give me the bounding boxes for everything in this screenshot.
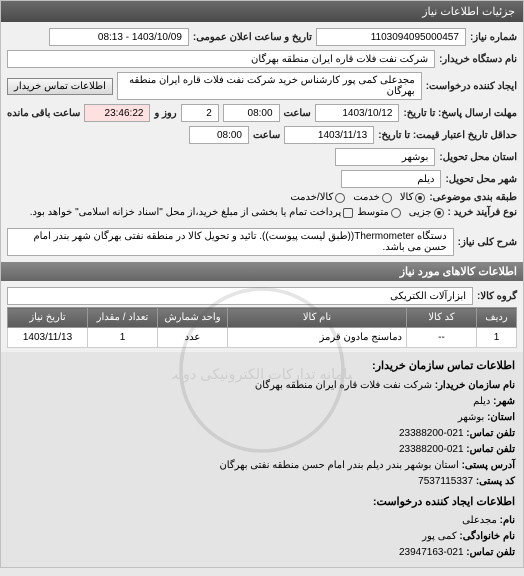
cell-code: -- — [407, 328, 477, 348]
radio-medium[interactable]: متوسط — [357, 207, 400, 218]
caddress-value: استان بوشهر بندر دیلم بندر امام حسن منطق… — [219, 460, 458, 471]
table-row: 1 -- دماسنج مادون قرمز عدد 1 1403/11/13 — [8, 328, 517, 348]
csurname-label: نام خانوادگی: — [459, 531, 515, 542]
process-label: نوع فرآیند خرید : — [448, 207, 517, 218]
radio-dot-icon — [434, 208, 444, 218]
deadline-label: مهلت ارسال پاسخ: تا تاریخ: — [403, 108, 517, 119]
cpostal-label: کد پستی: — [476, 476, 515, 487]
col-unit: واحد شمارش — [158, 308, 228, 328]
ccity-value: دیلم — [473, 396, 490, 407]
cpostal-value: 7537115337 — [418, 476, 473, 487]
goods-group-field: ابزارآلات الکتریکی — [7, 287, 473, 305]
cell-name: دماسنج مادون قرمز — [228, 328, 407, 348]
req-no-label: شماره نیاز: — [470, 32, 517, 43]
day-label: روز و — [154, 108, 176, 119]
cfax-value: 021-23388200 — [399, 444, 464, 455]
contact-info-button[interactable]: اطلاعات تماس خریدار — [7, 78, 113, 95]
cprovince-value: بوشهر — [458, 412, 484, 423]
min-valid-date-field: 1403/11/13 — [284, 126, 374, 144]
category-radio-group: کالا خدمت کالا/خدمت — [290, 192, 425, 203]
ccity-label: شهر: — [493, 396, 515, 407]
radio-dot-icon — [382, 193, 392, 203]
goods-group-label: گروه کالا: — [477, 291, 517, 302]
city-field: دیلم — [341, 170, 441, 188]
ccphone-value: 021-23947163 — [399, 547, 464, 558]
csurname-value: کمی پور — [422, 531, 456, 542]
payment-checkbox[interactable]: پرداخت تمام یا بخشی از مبلغ خرید،از محل … — [30, 207, 354, 218]
contact-section: اطلاعات تماس سازمان خریدار: نام سازمان خ… — [1, 352, 523, 567]
radio-kala[interactable]: کالا — [400, 192, 426, 203]
col-qty: تعداد / مقدار — [88, 308, 158, 328]
col-row: ردیف — [477, 308, 517, 328]
cname-label: نام: — [500, 515, 515, 526]
col-code: کد کالا — [407, 308, 477, 328]
goods-table: ردیف کد کالا نام کالا واحد شمارش تعداد /… — [7, 307, 517, 348]
min-valid-label: حداقل تاریخ اعتبار قیمت: تا تاریخ: — [378, 130, 517, 141]
days-field: 2 — [181, 104, 219, 122]
cprovince-label: استان: — [487, 412, 515, 423]
province-label: استان محل تحویل: — [439, 152, 517, 163]
cell-unit: عدد — [158, 328, 228, 348]
deadline-date-field: 1403/10/12 — [315, 104, 400, 122]
radio-kala-khadamat[interactable]: کالا/خدمت — [290, 192, 345, 203]
cfax-label: تلفن تماس: — [466, 444, 515, 455]
remain-field: 23:46:22 — [84, 104, 150, 122]
cell-qty: 1 — [88, 328, 158, 348]
datetime-field: 1403/10/09 - 08:13 — [49, 28, 189, 46]
radio-dot-icon — [415, 193, 425, 203]
cell-date: 1403/11/13 — [8, 328, 88, 348]
goods-header: اطلاعات کالاهای مورد نیاز — [1, 262, 523, 281]
time-label-1: ساعت — [284, 108, 311, 119]
radio-khadamat[interactable]: خدمت — [353, 192, 392, 203]
category-label: طبقه بندی موضوعی: — [429, 192, 517, 203]
deadline-time-field: 08:00 — [223, 104, 280, 122]
org-label: نام سازمان خریدار: — [435, 380, 515, 391]
cphone-label: تلفن تماس: — [466, 428, 515, 439]
cell-row: 1 — [477, 328, 517, 348]
col-date: تاریخ نیاز — [8, 308, 88, 328]
desc-label: شرح کلی نیاز: — [458, 237, 517, 248]
creator-label: ایجاد کننده درخواست: — [426, 81, 517, 92]
table-header-row: ردیف کد کالا نام کالا واحد شمارش تعداد /… — [8, 308, 517, 328]
creator-field: مجدعلی کمی پور کارشناس خرید شرکت نفت فلا… — [117, 72, 422, 100]
req-no-field: 1103094095000457 — [316, 28, 466, 46]
device-name-label: نام دستگاه خریدار: — [439, 54, 517, 65]
contact-title: اطلاعات تماس سازمان خریدار: — [9, 358, 515, 376]
col-name: نام کالا — [228, 308, 407, 328]
checkbox-icon — [343, 208, 353, 218]
min-valid-time-field: 08:00 — [189, 126, 249, 144]
caddress-label: آدرس پستی: — [462, 460, 515, 471]
desc-field: دستگاه Thermometer((طبق لیست پیوست)). تا… — [7, 228, 454, 256]
creator-title: اطلاعات ایجاد کننده درخواست: — [9, 494, 515, 512]
datetime-label: تاریخ و ساعت اعلان عمومی: — [193, 32, 312, 43]
radio-dot-icon — [335, 193, 345, 203]
cname-value: مجدعلی — [462, 515, 497, 526]
radio-dot-icon — [391, 208, 401, 218]
city-label: شهر محل تحویل: — [445, 174, 517, 185]
org-value: شرکت نفت فلات قاره ایران منطقه بهرگان — [255, 380, 432, 391]
radio-jozi[interactable]: جزیی — [409, 207, 444, 218]
remain-label: ساعت باقی مانده — [7, 108, 80, 119]
cphone-value: 021-23388200 — [399, 428, 464, 439]
panel-title: جزئیات اطلاعات نیاز — [1, 1, 523, 22]
time-label-2: ساعت — [253, 130, 280, 141]
ccphone-label: تلفن تماس: — [466, 547, 515, 558]
process-radio-group: جزیی متوسط — [357, 207, 443, 218]
device-name-field: شرکت نفت فلات قاره ایران منطقه بهرگان — [7, 50, 435, 68]
province-field: بوشهر — [335, 148, 435, 166]
